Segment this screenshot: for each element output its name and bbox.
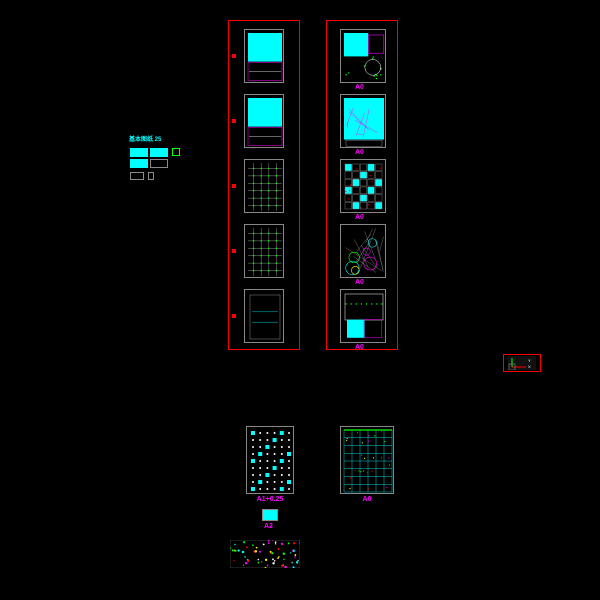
svg-text:X: X <box>528 364 531 369</box>
sheet-right-2[interactable] <box>340 159 386 213</box>
marker-icon <box>232 314 236 318</box>
marker-icon <box>232 54 236 58</box>
sheet-left-3[interactable] <box>244 224 284 278</box>
sheet-left-2[interactable] <box>244 159 284 213</box>
marker-icon <box>232 119 236 123</box>
sheet-label: A0 <box>355 149 364 156</box>
sheet-label: A1+0.25 <box>252 496 288 503</box>
marker-icon <box>232 249 236 253</box>
legend-block: 基本图纸 25 <box>127 136 187 186</box>
sheet-left-4[interactable] <box>244 289 284 343</box>
sheet-label: A0 <box>355 84 364 91</box>
bottom-scatter <box>230 540 300 568</box>
sheet-right-1[interactable] <box>340 94 386 148</box>
sheet-label: A0 <box>355 279 364 286</box>
sheet-left-1[interactable] <box>244 94 284 148</box>
sheet-small-label: A2 <box>264 523 273 530</box>
sheet-small[interactable] <box>262 509 278 521</box>
svg-text:Y: Y <box>528 358 531 363</box>
sheet-right-0[interactable] <box>340 29 386 83</box>
sheet-bottom-0[interactable] <box>246 426 294 494</box>
ucs-icon: Y X <box>508 356 536 370</box>
sheet-bottom-1[interactable] <box>340 426 394 494</box>
cad-model-canvas[interactable]: 基本图纸 25 A2 Y X A0 A0 A0 A0 A0 A1+0.25 A0 <box>0 0 600 600</box>
sheet-label: A0 <box>349 496 385 503</box>
sheet-right-3[interactable] <box>340 224 386 278</box>
sheet-label: A0 <box>355 214 364 221</box>
sheet-label: A0 <box>355 344 364 351</box>
sheet-left-0[interactable] <box>244 29 284 83</box>
legend-title: 基本图纸 25 <box>129 134 161 143</box>
marker-icon <box>232 184 236 188</box>
sheet-right-4[interactable] <box>340 289 386 343</box>
